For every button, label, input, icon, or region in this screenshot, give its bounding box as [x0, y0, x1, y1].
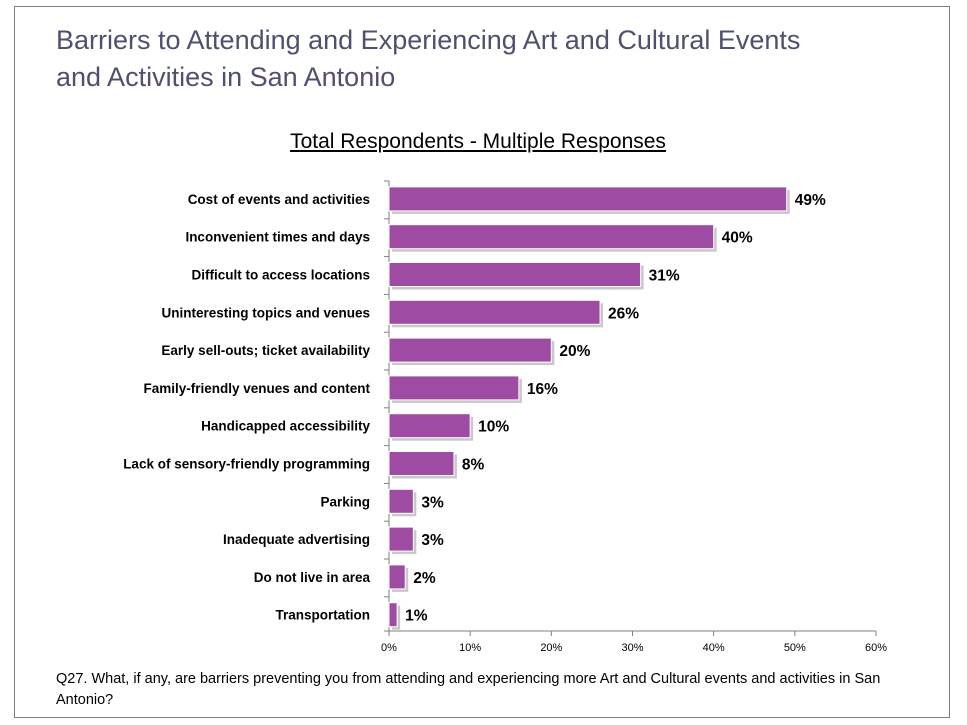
- value-label: 3%: [421, 494, 444, 511]
- category-label: Inconvenient times and days: [185, 230, 370, 245]
- category-label: Difficult to access locations: [191, 268, 370, 283]
- category-label: Handicapped accessibility: [201, 419, 370, 434]
- bar: [388, 526, 414, 552]
- x-tick-label: 10%: [459, 642, 481, 654]
- category-label: Parking: [320, 494, 370, 509]
- category-label: Family-friendly venues and content: [143, 381, 370, 396]
- value-label: 3%: [421, 532, 444, 549]
- value-label: 49%: [795, 192, 826, 209]
- category-label: Early sell-outs; ticket availability: [161, 343, 370, 358]
- value-label: 2%: [413, 570, 436, 587]
- value-label: 26%: [608, 305, 639, 322]
- bar: [388, 186, 788, 212]
- bar: [388, 224, 715, 250]
- value-label: 40%: [722, 230, 753, 247]
- x-tick-label: 60%: [865, 642, 887, 654]
- category-label: Cost of events and activities: [188, 192, 370, 207]
- bar: [388, 262, 642, 287]
- value-label: 16%: [527, 381, 558, 398]
- category-label: Uninteresting topics and venues: [161, 305, 370, 320]
- value-label: 20%: [559, 343, 590, 360]
- value-label: 10%: [478, 419, 509, 436]
- bar: [388, 337, 552, 363]
- slide-title: Barriers to Attending and Experiencing A…: [56, 25, 801, 92]
- value-label: 8%: [462, 457, 485, 474]
- bar: [388, 488, 414, 514]
- bar: [388, 375, 520, 401]
- bar: [388, 299, 601, 325]
- x-tick-label: 0%: [381, 642, 397, 654]
- bar: [388, 451, 455, 476]
- bar: [388, 602, 398, 628]
- chart-title: Total Respondents - Multiple Responses: [290, 130, 666, 153]
- value-label: 31%: [649, 268, 680, 285]
- x-tick-label: 40%: [703, 642, 725, 654]
- bar: [388, 413, 471, 439]
- x-tick-label: 30%: [621, 642, 643, 654]
- bar: [388, 564, 406, 590]
- question-footnote: Q27. What, if any, are barriers preventi…: [56, 671, 881, 708]
- x-tick-label: 50%: [784, 642, 806, 654]
- category-label: Inadequate advertising: [223, 532, 370, 547]
- value-label: 1%: [405, 608, 428, 625]
- category-label: Do not live in area: [254, 570, 371, 585]
- x-tick-label: 20%: [540, 642, 562, 654]
- category-label: Transportation: [275, 608, 370, 623]
- category-label: Lack of sensory-friendly programming: [123, 457, 370, 472]
